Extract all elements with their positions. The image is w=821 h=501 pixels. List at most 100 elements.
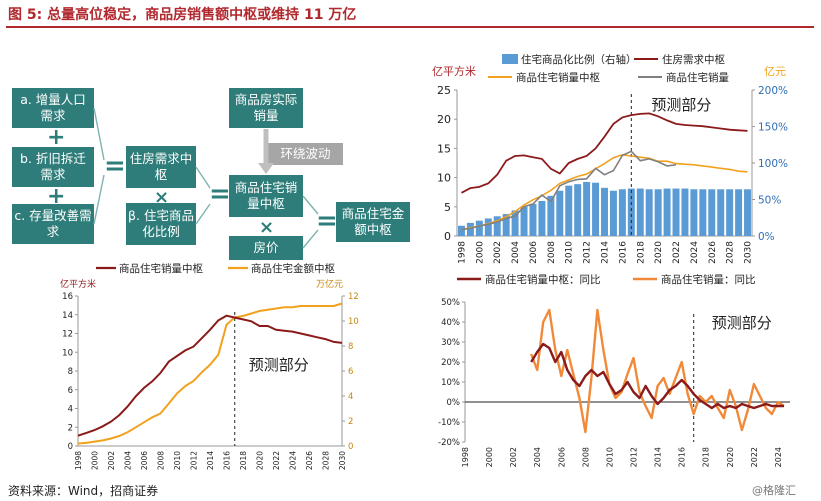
chart-bottom-right: 商品住宅销量中枢：同比 商品住宅销量：同比 -20% -10% 0% 10% 20% 30% 4… bbox=[438, 273, 790, 467]
x-tick-label: 2006 bbox=[557, 447, 566, 467]
y-tick-label-left: 16 bbox=[62, 292, 73, 302]
x-tick-label: 2000 bbox=[475, 241, 485, 264]
box-demand-b: b. 折旧拆迁需求 bbox=[12, 147, 94, 187]
bar-ratio bbox=[538, 200, 546, 236]
y-tick-label-right: 0 bbox=[348, 442, 353, 452]
x-tick-label: 2028 bbox=[322, 451, 331, 470]
x-tick-label: 2002 bbox=[107, 451, 116, 470]
x-tick-label: 2018 bbox=[239, 451, 248, 470]
bar-ratio bbox=[708, 189, 716, 236]
y-tick-label-left: 0 bbox=[444, 230, 451, 243]
bar-ratio bbox=[726, 189, 734, 236]
series-line-volume bbox=[77, 314, 343, 437]
y-tick-label-right: 8 bbox=[348, 342, 353, 352]
x-tick-label: 2012 bbox=[630, 447, 639, 467]
box-housing-demand: 住房需求中枢 bbox=[126, 146, 196, 188]
y-tick-label-left: 5 bbox=[444, 201, 451, 214]
bar-ratio bbox=[565, 185, 573, 236]
bar-ratio bbox=[618, 189, 626, 236]
series-line-volume-center bbox=[461, 153, 748, 231]
x-tick-label: 2008 bbox=[581, 447, 590, 467]
connector bbox=[195, 166, 211, 189]
x-tick-label: 2016 bbox=[618, 241, 628, 264]
x-tick-label: 2020 bbox=[654, 241, 664, 264]
x-tick-label: 2012 bbox=[190, 451, 199, 470]
y-tick-label-left: 25 bbox=[437, 84, 451, 97]
y-tick-label: 20% bbox=[441, 358, 460, 368]
bar-ratio bbox=[601, 187, 608, 236]
x-tick-label: 2004 bbox=[124, 451, 133, 470]
bar-ratio bbox=[744, 189, 752, 236]
bar-ratio bbox=[457, 225, 465, 236]
legend-swatch-ratio bbox=[502, 54, 518, 64]
bar-ratio bbox=[717, 189, 725, 236]
x-tick-label: 2002 bbox=[509, 447, 518, 467]
connector bbox=[93, 107, 105, 161]
equals-sign-1: = bbox=[104, 151, 126, 181]
legend-label: 商品住宅销量中枢：同比 bbox=[485, 273, 601, 286]
x-tick-label: 2008 bbox=[547, 241, 557, 264]
x-tick-label: 2016 bbox=[223, 451, 232, 470]
bar-ratio bbox=[484, 218, 492, 236]
y-tick-label-right: 200% bbox=[758, 85, 788, 97]
bar-ratio bbox=[636, 188, 644, 236]
y-tick-label-left: 10 bbox=[62, 348, 73, 358]
watermark: @格隆汇 bbox=[752, 484, 796, 497]
x-tick-label: 2010 bbox=[565, 241, 575, 264]
x-tick-label: 2014 bbox=[654, 447, 663, 467]
bar-ratio bbox=[627, 188, 635, 236]
x-tick-label: 2026 bbox=[305, 451, 314, 470]
bar-ratio bbox=[547, 195, 555, 236]
series-line-volume bbox=[461, 150, 677, 231]
bar-ratio bbox=[502, 214, 510, 236]
x-tick-label: 2024 bbox=[289, 451, 298, 470]
connector bbox=[93, 174, 105, 225]
y-tick-label: -10% bbox=[438, 418, 460, 428]
x-tick-label: 2006 bbox=[529, 241, 539, 264]
y-tick-label-left: 14 bbox=[62, 311, 73, 321]
box-demand-a: a. 增量人口需求 bbox=[12, 88, 94, 128]
y-tick-label: 30% bbox=[441, 338, 460, 348]
equals-sign-2: = bbox=[209, 179, 231, 209]
x-tick-label: 2022 bbox=[272, 451, 281, 470]
y-tick-label: 10% bbox=[441, 378, 460, 388]
y-tick-label-left: 20 bbox=[437, 113, 451, 126]
forecast-annotation: 预测部分 bbox=[712, 314, 772, 332]
y-tick-label-right: 6 bbox=[348, 367, 353, 377]
x-tick-label: 2020 bbox=[726, 447, 735, 467]
connector bbox=[195, 203, 211, 225]
bar-ratio bbox=[493, 216, 501, 236]
bar-ratio bbox=[690, 189, 698, 236]
bar-ratio bbox=[672, 188, 680, 236]
x-tick-label: 2016 bbox=[678, 447, 687, 467]
x-tick-label: 2004 bbox=[533, 447, 542, 467]
bar-ratio bbox=[592, 182, 600, 236]
x-tick-label: 2026 bbox=[708, 241, 718, 264]
series-line-demand bbox=[461, 112, 748, 194]
bar-ratio bbox=[699, 189, 707, 236]
bar-ratio bbox=[475, 220, 483, 236]
y-tick-label-right: 10 bbox=[348, 317, 359, 327]
x-tick-label: 2024 bbox=[690, 241, 700, 264]
bar-ratio bbox=[681, 188, 689, 236]
figure-title: 图 5: 总量高位稳定，商品房销售额中枢或维持 11 万亿 bbox=[8, 7, 357, 23]
bar-ratio bbox=[654, 189, 662, 236]
y-tick-label: -20% bbox=[438, 438, 460, 448]
x-tick-label: 2012 bbox=[583, 241, 593, 264]
box-price: 房价 bbox=[229, 236, 303, 260]
y-tick-label-left: 4 bbox=[68, 405, 73, 415]
bar-ratio bbox=[466, 222, 474, 236]
legend-label: 住宅商品化比例（右轴） bbox=[521, 53, 637, 66]
times-sign-1: × bbox=[154, 187, 170, 208]
bar-ratio bbox=[556, 190, 564, 236]
equals-sign-3: = bbox=[316, 206, 338, 236]
bar-ratio bbox=[645, 189, 653, 236]
x-tick-label: 1998 bbox=[461, 447, 470, 467]
times-sign-2: × bbox=[259, 217, 275, 238]
box-ratio: β. 住宅商品化比例 bbox=[126, 203, 196, 245]
x-tick-label: 2014 bbox=[601, 241, 611, 264]
y-tick-label-right: 0% bbox=[758, 231, 775, 243]
y-tick-label: 0% bbox=[447, 398, 461, 408]
